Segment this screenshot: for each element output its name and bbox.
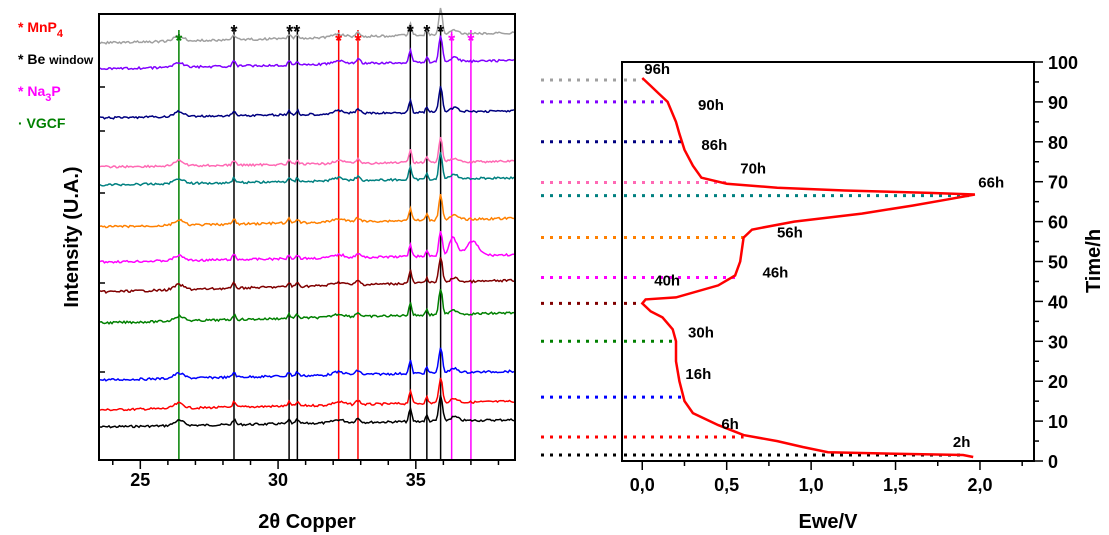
echem-x-tick-label: 2,0 bbox=[967, 475, 992, 495]
xrd-peak-marker: ** bbox=[286, 22, 300, 42]
xrd-pattern-line bbox=[99, 347, 515, 382]
xrd-y-axis-title: Intensity (U.A.) bbox=[61, 166, 83, 307]
echem-y-tick-label: 10 bbox=[1048, 412, 1068, 432]
echem-x-axis-title: Ewe/V bbox=[799, 511, 859, 533]
echem-x-tick-label: 1,0 bbox=[799, 475, 824, 495]
echem-x-ticks: 0,0 0,5 1,0 1,5 2,0 bbox=[630, 461, 1023, 495]
echem-y-tick-label: 40 bbox=[1048, 292, 1068, 312]
xrd-peak-marker: * bbox=[407, 22, 414, 42]
xrd-x-tick-label: 30 bbox=[268, 470, 288, 490]
xrd-x-tick-label: 35 bbox=[406, 470, 426, 490]
xrd-legend-entry: * Na3P bbox=[18, 83, 61, 104]
xrd-pattern-line bbox=[99, 7, 515, 45]
xrd-pattern-line bbox=[99, 86, 515, 120]
xrd-panel: 25 30 35 * * ** * * * * * * * 2θ Copper Intensity (… bbox=[18, 7, 516, 533]
xrd-x-axis-title: 2θ Copper bbox=[258, 511, 356, 533]
echem-y-tick-label: 90 bbox=[1048, 93, 1068, 113]
xrd-pattern-line bbox=[99, 35, 515, 71]
echem-y-tick-label: 20 bbox=[1048, 372, 1068, 392]
echem-y-axis-title: Time/h bbox=[1083, 229, 1105, 293]
echem-time-labels: 2h 6h 16h 30h 40h 46h 56h 66h 70h 86h 90h 96h bbox=[644, 61, 1004, 451]
xrd-x-ticks: 25 30 35 bbox=[112, 460, 500, 490]
xrd-legend-entry: * Be window bbox=[18, 51, 94, 67]
echem-time-label: 70h bbox=[740, 161, 766, 178]
echem-time-label: 46h bbox=[763, 264, 789, 281]
echem-y-tick-label: 70 bbox=[1048, 173, 1068, 193]
echem-time-label: 6h bbox=[721, 416, 739, 433]
echem-time-label: 86h bbox=[701, 137, 727, 154]
xrd-pattern-line bbox=[99, 394, 515, 429]
xrd-peak-marker: * bbox=[467, 31, 474, 51]
xrd-pattern-line bbox=[99, 193, 515, 229]
xrd-peak-marker: * bbox=[175, 31, 182, 51]
xrd-pattern-line bbox=[99, 230, 515, 264]
time-connectors bbox=[541, 78, 975, 457]
echem-time-label: 90h bbox=[698, 97, 724, 114]
echem-panel: 0,0 0,5 1,0 1,5 2,0 0 10 20 30 40 50 60 70 80 90 100 2… bbox=[621, 53, 1105, 533]
echem-x-tick-label: 0,5 bbox=[714, 475, 739, 495]
xrd-patterns bbox=[99, 7, 515, 429]
echem-time-label: 2h bbox=[953, 434, 971, 451]
xrd-legend-entry: · VGCF bbox=[18, 115, 66, 131]
xrd-peak-marker: * bbox=[354, 31, 361, 51]
xrd-peak-markers: * * ** * * * * * * * bbox=[175, 22, 474, 51]
echem-x-tick-label: 1,5 bbox=[883, 475, 908, 495]
echem-y-tick-label: 50 bbox=[1048, 253, 1068, 273]
echem-voltage-curve bbox=[640, 77, 976, 459]
echem-time-label: 96h bbox=[644, 61, 670, 78]
xrd-peak-marker: * bbox=[230, 22, 237, 42]
xrd-peak-marker: * bbox=[448, 31, 455, 51]
xrd-pattern-line bbox=[99, 136, 515, 169]
echem-y-ticks: 0 10 20 30 40 50 60 70 80 90 100 bbox=[1034, 53, 1078, 472]
echem-x-tick-label: 0,0 bbox=[630, 475, 655, 495]
echem-y-tick-label: 100 bbox=[1048, 53, 1078, 73]
xrd-legend: * MnP4 * Be window * Na3P · VGCF bbox=[18, 19, 94, 131]
echem-time-label: 40h bbox=[654, 272, 680, 289]
echem-y-tick-label: 0 bbox=[1048, 452, 1058, 472]
xrd-plot-frame bbox=[98, 13, 516, 461]
xrd-pattern-line bbox=[99, 288, 515, 325]
xrd-legend-entry: * MnP4 bbox=[18, 19, 64, 40]
xrd-x-tick-label: 25 bbox=[130, 470, 150, 490]
echem-time-label: 30h bbox=[688, 324, 714, 341]
echem-time-label: 16h bbox=[685, 366, 711, 383]
echem-y-tick-label: 30 bbox=[1048, 332, 1068, 352]
xrd-y-ticks bbox=[99, 86, 105, 461]
xrd-peak-marker: * bbox=[437, 22, 444, 42]
xrd-peak-marker: * bbox=[335, 31, 342, 51]
xrd-pattern-line bbox=[99, 256, 515, 294]
echem-time-label: 66h bbox=[978, 175, 1004, 192]
xrd-pattern-line bbox=[99, 377, 515, 412]
xrd-pattern-line bbox=[99, 152, 515, 187]
echem-y-tick-label: 60 bbox=[1048, 213, 1068, 233]
echem-time-label: 56h bbox=[777, 225, 803, 242]
xrd-peak-marker: * bbox=[423, 22, 430, 42]
echem-y-tick-label: 80 bbox=[1048, 133, 1068, 153]
